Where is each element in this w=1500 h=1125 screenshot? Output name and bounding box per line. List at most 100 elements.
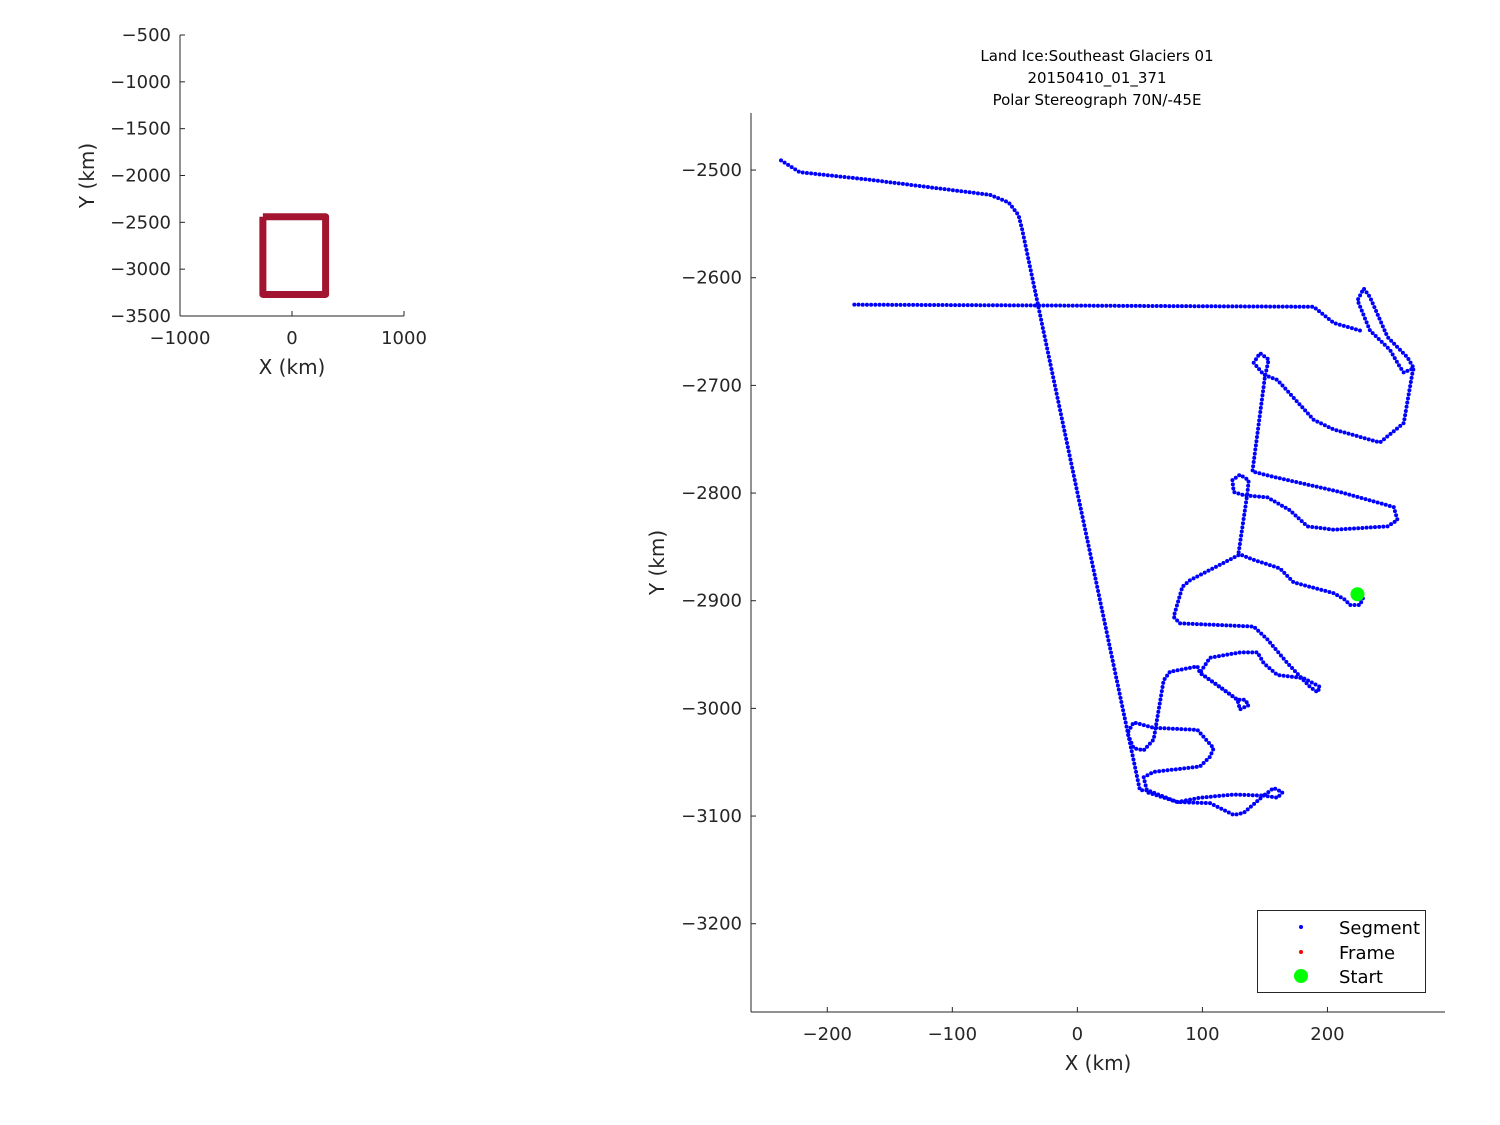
segment-point <box>834 174 839 179</box>
segment-point <box>1190 765 1195 770</box>
title-line-2: 20150410_01_371 <box>1027 69 1166 88</box>
segment-point <box>825 173 830 178</box>
segment-point <box>1183 727 1188 732</box>
segment-point <box>1259 401 1264 406</box>
segment-point <box>1216 654 1221 659</box>
segment-point <box>1243 504 1248 509</box>
segment-point <box>906 302 911 307</box>
segment-point <box>961 303 966 308</box>
segment-point <box>1289 304 1294 309</box>
segment-point <box>1173 607 1178 612</box>
segment-point <box>1303 583 1308 588</box>
segment-point <box>1204 795 1209 800</box>
segment-point <box>1366 437 1371 442</box>
segment-point <box>1338 595 1343 600</box>
segment-point <box>1253 443 1258 448</box>
segment-point <box>1265 637 1270 642</box>
segment-point <box>1133 303 1138 308</box>
segment-point <box>1199 672 1204 677</box>
segment-point <box>1028 303 1033 308</box>
segment-point <box>1072 478 1077 483</box>
segment-point <box>1203 662 1208 667</box>
segment-point <box>856 302 861 307</box>
segment-point <box>1318 526 1323 531</box>
segment-point <box>838 174 843 179</box>
segment-point <box>1030 276 1035 281</box>
segment-point <box>982 303 987 308</box>
segment-point <box>1068 457 1073 462</box>
segment-point <box>1211 747 1216 752</box>
segment-point <box>1141 723 1146 728</box>
segment-point <box>873 302 878 307</box>
segment-point <box>1202 570 1207 575</box>
segment-point <box>1245 487 1250 492</box>
segment-point <box>1326 487 1331 492</box>
segment-point <box>911 302 916 307</box>
segment-point <box>1019 223 1024 228</box>
y-tick-label: −1000 <box>110 72 171 93</box>
segment-point <box>1385 345 1390 350</box>
segment-point <box>1255 559 1260 564</box>
segment-point <box>1377 524 1382 529</box>
legend-label-segment: Segment <box>1339 918 1420 939</box>
segment-point <box>1135 778 1140 783</box>
segment-point <box>852 302 857 307</box>
segment-point <box>1242 810 1247 815</box>
segment-point <box>1020 231 1025 236</box>
segment-point <box>1114 675 1119 680</box>
segment-point <box>1191 727 1196 732</box>
segment-point <box>1394 426 1399 431</box>
segment-point <box>1338 429 1343 434</box>
legend-marker-start <box>1294 969 1308 983</box>
segment-point <box>1124 724 1129 729</box>
segment-point <box>1130 722 1135 727</box>
segment-point <box>1233 792 1238 797</box>
segment-point <box>1372 305 1377 310</box>
x-axis-label: X (km) <box>259 355 326 379</box>
segment-point <box>1304 681 1309 686</box>
segment-point <box>1408 384 1413 389</box>
segment-point <box>1265 356 1270 361</box>
segment-point <box>980 191 985 196</box>
segment-point <box>1237 473 1242 478</box>
segment-point <box>1069 461 1074 466</box>
segment-point <box>1233 651 1238 656</box>
segment-point <box>1134 746 1139 751</box>
segment-point <box>1184 581 1189 586</box>
segment-point <box>846 175 851 180</box>
segment-point <box>1226 810 1231 815</box>
segment-point <box>955 188 960 193</box>
segment-point <box>915 302 920 307</box>
segment-point <box>1199 800 1204 805</box>
segment-point <box>1257 471 1262 476</box>
segment-point <box>1192 304 1197 309</box>
segment-point <box>965 303 970 308</box>
segment-point <box>1259 560 1264 565</box>
segment-point <box>1239 533 1244 538</box>
segment-point <box>1230 482 1235 487</box>
segment-point <box>1248 493 1253 498</box>
segment-point <box>1195 665 1200 670</box>
segment-point <box>1156 709 1161 714</box>
segment-point <box>1314 689 1319 694</box>
legend-label-start: Start <box>1339 967 1383 988</box>
segment-point <box>1331 527 1336 532</box>
segment-point <box>1370 301 1375 306</box>
segment-point <box>1240 553 1245 558</box>
segment-point <box>944 303 949 308</box>
y-axis-label: Y (km) <box>75 143 99 209</box>
segment-point <box>1386 335 1391 340</box>
segment-point <box>1058 408 1063 413</box>
segment-point <box>1356 526 1361 531</box>
segment-point <box>1246 703 1251 708</box>
segment-point <box>1346 431 1351 436</box>
segment-point <box>860 302 865 307</box>
segment-point <box>1356 300 1361 305</box>
segment-point <box>1129 749 1134 754</box>
segment-point <box>1381 524 1386 529</box>
segment-point <box>932 303 937 308</box>
segment-point <box>1145 724 1150 729</box>
segment-point <box>1322 526 1327 531</box>
segment-point <box>1322 486 1327 491</box>
segment-point <box>1194 764 1199 769</box>
